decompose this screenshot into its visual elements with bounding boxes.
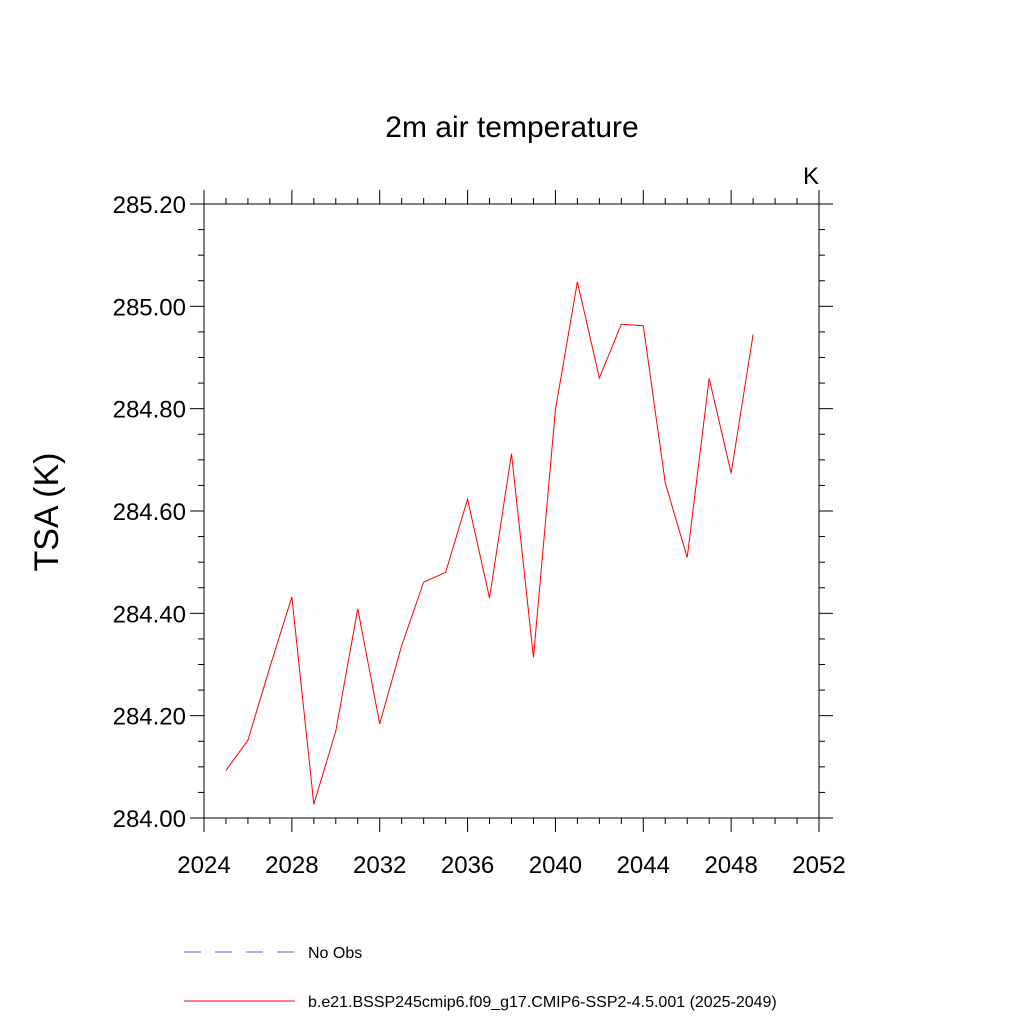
x-tick-label: 2032 — [353, 852, 406, 879]
y-tick-label: 284.00 — [113, 806, 186, 833]
legend-label: b.e21.BSSP245cmip6.f09_g17.CMIP6-SSP2-4.… — [308, 994, 777, 1011]
axis-tick-labels: 2024 2028 2032 2036 2040 2044 2048 2052 284.00 28… — [113, 192, 846, 879]
chart-title: 2m air temperature — [385, 111, 638, 144]
x-tick-label: 2036 — [441, 852, 494, 879]
y-tick-label: 284.80 — [113, 397, 186, 424]
x-tick-label: 2024 — [177, 852, 230, 879]
y-tick-label: 284.40 — [113, 601, 186, 628]
y-tick-label: 285.00 — [113, 294, 186, 321]
legend: No Obs b.e21.BSSP245cmip6.f09_g17.CMIP6-S… — [184, 945, 777, 1011]
x-tick-label: 2044 — [617, 852, 670, 879]
y-axis-label: TSA (K) — [28, 452, 66, 571]
series-line — [225, 281, 754, 805]
legend-label: No Obs — [308, 945, 362, 962]
x-tick-label: 2052 — [792, 852, 845, 879]
x-tick-label: 2040 — [529, 852, 582, 879]
y-tick-label: 284.20 — [113, 704, 186, 731]
x-tick-label: 2028 — [265, 852, 318, 879]
y-tick-label: 284.60 — [113, 499, 186, 526]
series-group — [225, 281, 754, 805]
y-tick-label: 285.20 — [113, 192, 186, 219]
axis-ticks — [190, 190, 833, 832]
plot-frame — [203, 203, 820, 819]
x-tick-label: 2048 — [704, 852, 757, 879]
units-label: K — [803, 163, 819, 190]
